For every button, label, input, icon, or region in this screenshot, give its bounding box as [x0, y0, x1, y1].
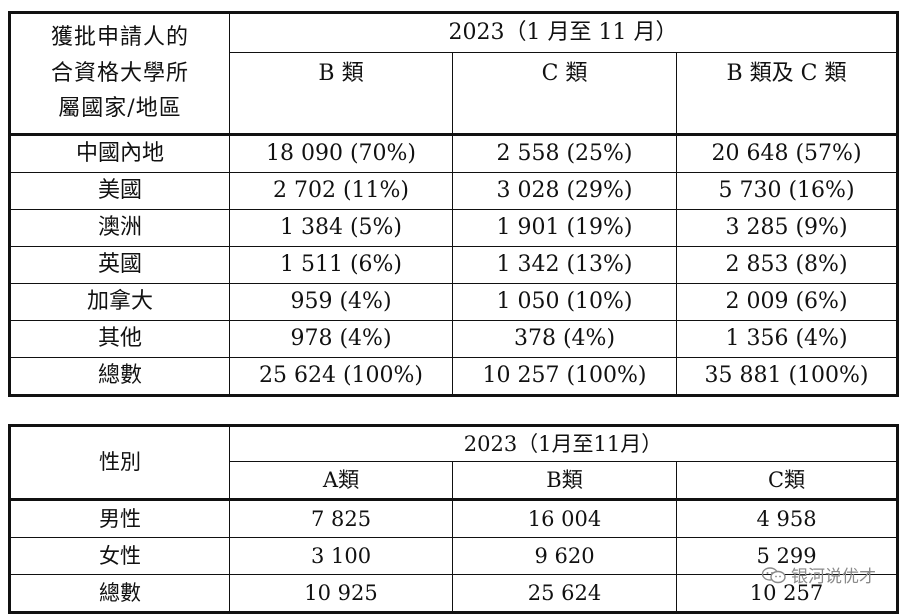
col-header-c: C 類 — [452, 52, 677, 135]
row-label: 總數 — [9, 357, 230, 396]
table-cell: 378 (4%) — [452, 320, 677, 358]
table-row: 中國內地 18 090 (70%) 2 558 (25%) 20 648 (57… — [9, 133, 899, 173]
row-label: 英國 — [9, 246, 230, 284]
row-label: 總數 — [9, 574, 230, 613]
table-cell: 978 (4%) — [229, 320, 453, 358]
row-label: 澳洲 — [9, 209, 230, 247]
year-header: 2023（1月至11月） — [229, 425, 898, 462]
table-cell: 2 558 (25%) — [452, 133, 677, 173]
total-row: 總數 25 624 (100%) 10 257 (100%) 35 881 (1… — [9, 357, 899, 396]
table-cell: 1 511 (6%) — [229, 246, 453, 284]
table-cell: 3 028 (29%) — [452, 172, 677, 210]
row-label: 美國 — [9, 172, 230, 210]
table-cell: 10 257 (100%) — [452, 357, 677, 396]
table-cell: 7 825 — [229, 498, 453, 538]
table-cell: 959 (4%) — [229, 283, 453, 321]
col-header-b: B 類 — [229, 52, 453, 135]
table-row: 美國 2 702 (11%) 3 028 (29%) 5 730 (16%) — [9, 172, 899, 210]
row-label: 男性 — [9, 498, 230, 538]
table-cell: 5 730 (16%) — [675, 172, 899, 210]
table-cell: 2 009 (6%) — [675, 283, 899, 321]
table-cell: 16 004 — [452, 498, 677, 538]
row-label: 其他 — [9, 320, 230, 358]
table-cell: 2 853 (8%) — [675, 246, 899, 284]
table-cell: 1 342 (13%) — [452, 246, 677, 284]
row-label: 加拿大 — [9, 283, 230, 321]
table-cell: 10 925 — [229, 574, 453, 613]
year-header: 2023（1 月至 11 月） — [228, 12, 899, 53]
row-label: 中國內地 — [9, 133, 230, 173]
table-row: 澳洲 1 384 (5%) 1 901 (19%) 3 285 (9%) — [9, 209, 899, 247]
gender-header-label: 性別 — [9, 425, 230, 500]
table-cell: 18 090 (70%) — [229, 133, 453, 173]
row-label: 女性 — [9, 537, 230, 575]
watermark-text: 银河说优才 — [791, 567, 876, 587]
table-row: 英國 1 511 (6%) 1 342 (13%) 2 853 (8%) — [9, 246, 899, 284]
table-cell: 20 648 (57%) — [675, 133, 899, 173]
table-row: 男性 7 825 16 004 4 958 — [9, 498, 898, 538]
wechat-icon — [761, 566, 786, 583]
country-header-label: 獲批申請人的 合資格大學所 屬國家/地區 — [50, 25, 189, 122]
table-row: 加拿大 959 (4%) 1 050 (10%) 2 009 (6%) — [9, 283, 899, 321]
table-row: 其他 978 (4%) 378 (4%) 1 356 (4%) — [9, 320, 899, 358]
col-header-a: A類 — [229, 461, 453, 500]
col-header-b: B類 — [452, 461, 677, 500]
col-header-c: C類 — [676, 461, 898, 500]
country-table: 獲批申請人的 合資格大學所 屬國家/地區 2023（1 月至 11 月） B 類… — [8, 11, 900, 397]
table-cell: 1 356 (4%) — [675, 320, 899, 358]
table-cell: 5 299 — [676, 537, 898, 575]
table-cell: 1 050 (10%) — [452, 283, 677, 321]
gender-table: 性別 2023（1月至11月） A類 B類 C類 男性 7 825 16 004… — [8, 424, 899, 614]
watermark: 银河说优才 — [761, 562, 876, 587]
total-row: 總數 10 925 25 624 10 257 — [9, 574, 898, 613]
table-row: 女性 3 100 9 620 5 299 — [9, 537, 898, 575]
country-header-cell: 獲批申請人的 合資格大學所 屬國家/地區 — [9, 12, 230, 135]
table-cell: 25 624 — [452, 574, 677, 613]
table-cell: 9 620 — [452, 537, 677, 575]
table-cell: 10 257 — [676, 574, 898, 613]
table-cell: 2 702 (11%) — [229, 172, 453, 210]
table-cell: 35 881 (100%) — [675, 357, 899, 396]
table-cell: 3 100 — [229, 537, 453, 575]
table-cell: 3 285 (9%) — [675, 209, 899, 247]
table-cell: 25 624 (100%) — [229, 357, 453, 396]
table-cell: 1 901 (19%) — [452, 209, 677, 247]
table-cell: 1 384 (5%) — [229, 209, 453, 247]
table-cell: 4 958 — [676, 498, 898, 538]
col-header-b-and-c: B 類及 C 類 — [675, 52, 899, 135]
